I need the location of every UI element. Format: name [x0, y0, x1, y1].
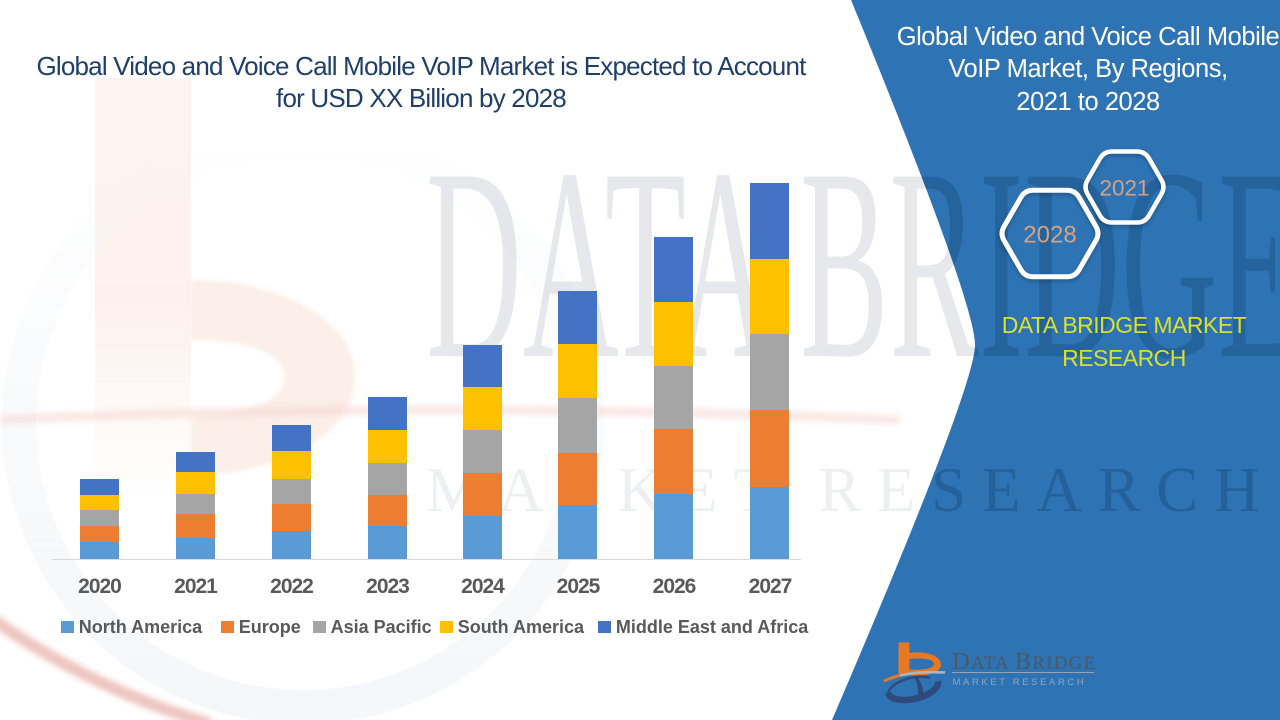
svg-text:2028: 2028: [1023, 222, 1076, 249]
svg-text:2021: 2021: [1099, 176, 1149, 201]
